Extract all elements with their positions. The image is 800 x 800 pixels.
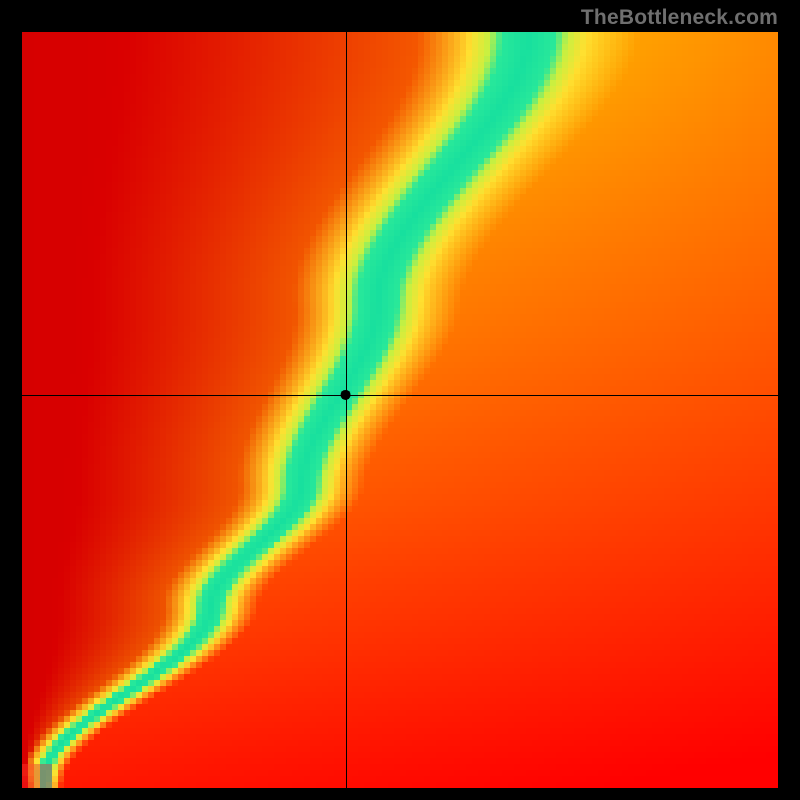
heatmap-canvas bbox=[0, 0, 800, 800]
chart-frame: TheBottleneck.com bbox=[0, 0, 800, 800]
watermark-text: TheBottleneck.com bbox=[581, 6, 778, 30]
